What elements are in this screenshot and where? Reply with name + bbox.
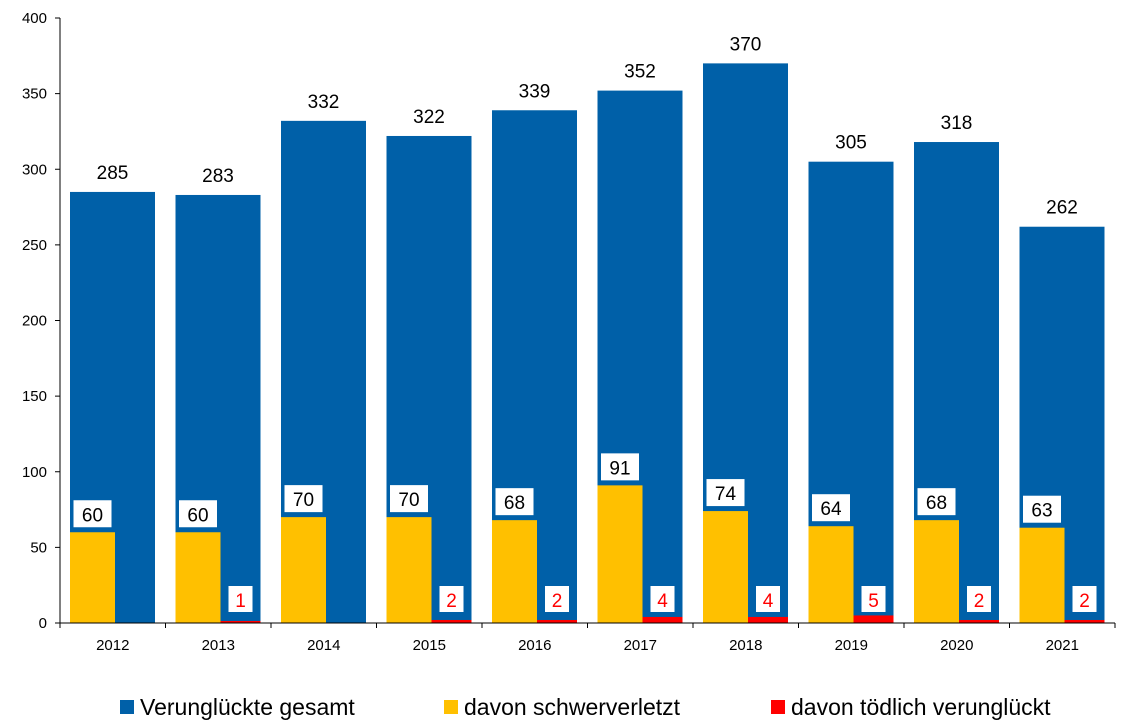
data-label-serious: 68 xyxy=(926,493,947,514)
bars-group xyxy=(70,63,1105,624)
y-tick-label: 100 xyxy=(22,464,47,481)
data-label-serious: 68 xyxy=(504,493,525,514)
data-label-total: 262 xyxy=(1046,198,1078,219)
data-label-total: 352 xyxy=(624,62,656,83)
bar-fatal xyxy=(959,619,999,623)
data-label-fatal: 4 xyxy=(657,591,668,612)
legend-item-fatal: davon tödlich verunglückt xyxy=(771,692,1051,722)
data-label-serious: 91 xyxy=(609,458,630,479)
data-label-serious: 74 xyxy=(715,484,737,505)
bar-serious xyxy=(914,520,959,623)
data-label-total: 318 xyxy=(941,113,973,134)
data-label-box-fatal xyxy=(439,586,464,612)
data-label-box-serious xyxy=(179,500,217,528)
legend-swatch-total xyxy=(120,700,134,714)
data-label-serious: 70 xyxy=(398,490,419,511)
data-label-box-serious xyxy=(284,485,323,513)
bar-fatal xyxy=(220,621,261,623)
data-label-serious: 63 xyxy=(1031,501,1052,522)
data-label-serious: 70 xyxy=(293,490,314,511)
y-tick-label: 0 xyxy=(39,615,47,632)
legend-label-fatal: davon tödlich verunglückt xyxy=(791,693,1051,720)
y-tick-label: 300 xyxy=(22,161,47,178)
x-tick-label: 2015 xyxy=(413,637,446,654)
data-label-fatal: 2 xyxy=(974,591,985,612)
bar-serious xyxy=(175,532,221,623)
data-label-box-fatal xyxy=(756,586,780,612)
y-axis: 0 50 100 150 200 250 300 350 400 xyxy=(22,10,61,632)
bar-fatal xyxy=(537,619,577,623)
data-label-box-serious xyxy=(390,485,428,513)
data-label-fatal: 1 xyxy=(235,591,246,612)
bar-serious xyxy=(808,526,854,623)
y-tick-label: 250 xyxy=(22,237,47,254)
bar-serious xyxy=(386,517,432,623)
data-label-total: 283 xyxy=(202,166,234,187)
x-tick-label: 2019 xyxy=(835,637,868,654)
data-label-box-serious xyxy=(917,488,956,516)
bar-fatal xyxy=(431,619,472,623)
x-tick-label: 2020 xyxy=(940,637,973,654)
data-label-box-serious xyxy=(601,453,639,481)
x-tick-label: 2017 xyxy=(624,637,657,654)
data-label-box-fatal xyxy=(861,586,886,612)
x-tick-label: 2018 xyxy=(729,637,762,654)
bar-serious xyxy=(1019,527,1065,623)
legend-swatch-serious xyxy=(444,700,458,714)
data-label-box-fatal xyxy=(650,586,675,612)
bar-fatal xyxy=(748,616,788,623)
data-label-box-fatal xyxy=(967,586,991,612)
y-tick-label: 350 xyxy=(22,86,47,103)
data-label-serious: 60 xyxy=(187,505,208,526)
data-label-box-serious xyxy=(1023,495,1061,523)
data-label-total: 339 xyxy=(519,81,551,102)
x-tick-label: 2016 xyxy=(518,637,551,654)
data-label-box-fatal xyxy=(1072,586,1097,612)
data-label-box-serious xyxy=(706,479,745,507)
y-tick-label: 50 xyxy=(30,539,47,556)
bar-serious xyxy=(281,517,326,623)
data-label-serious: 60 xyxy=(82,505,103,526)
data-label-box-serious xyxy=(812,494,850,522)
data-label-total: 322 xyxy=(413,107,445,128)
data-label-fatal: 2 xyxy=(446,591,457,612)
y-tick-label: 200 xyxy=(22,313,47,330)
bar-serious xyxy=(492,520,537,623)
data-label-box-fatal xyxy=(228,586,253,612)
bar-fatal xyxy=(853,615,894,623)
legend-label-serious: davon schwerverletzt xyxy=(464,693,681,720)
legend-item-serious: davon schwerverletzt xyxy=(444,692,680,722)
bar-serious xyxy=(703,511,748,623)
data-label-total: 370 xyxy=(730,34,762,55)
x-tick-label: 2012 xyxy=(96,637,129,654)
legend-label-total: Verunglückte gesamt xyxy=(140,693,355,720)
bar-fatal xyxy=(1064,619,1105,623)
bar-serious xyxy=(70,532,115,623)
x-tick-label: 2021 xyxy=(1046,637,1079,654)
data-label-total: 305 xyxy=(835,133,867,154)
x-tick-label: 2014 xyxy=(307,637,340,654)
legend: Verunglückte gesamt davon schwerverletzt… xyxy=(0,692,1129,722)
legend-swatch-fatal xyxy=(771,700,785,714)
data-labels-group: 285 60 283 60 1 332 70 322 70 2 339 68 2 352 91 4 370 74 4… xyxy=(73,34,1097,612)
data-label-box-fatal xyxy=(545,586,569,612)
data-label-serious: 64 xyxy=(820,499,842,520)
data-label-fatal: 2 xyxy=(1079,591,1090,612)
data-label-fatal: 2 xyxy=(552,591,563,612)
data-label-fatal: 4 xyxy=(763,591,774,612)
data-label-fatal: 5 xyxy=(868,591,879,612)
data-label-total: 285 xyxy=(97,163,129,184)
bar-fatal xyxy=(642,616,683,623)
y-tick-label: 150 xyxy=(22,388,47,405)
data-label-box-serious xyxy=(495,488,534,516)
x-axis: 2012 2013 2014 2015 2016 2017 2018 2019 2020 2021 xyxy=(59,622,1116,654)
x-tick-label: 2013 xyxy=(202,637,235,654)
data-label-box-serious xyxy=(73,500,112,528)
y-tick-label: 400 xyxy=(22,10,47,27)
bar-serious xyxy=(597,485,643,623)
legend-item-total: Verunglückte gesamt xyxy=(120,692,355,722)
data-label-total: 332 xyxy=(308,92,340,113)
